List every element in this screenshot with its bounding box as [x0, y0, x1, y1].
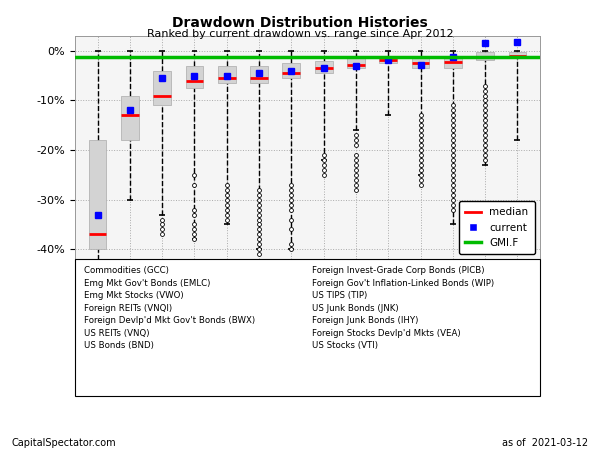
Text: CapitalSpectator.com: CapitalSpectator.com	[12, 437, 116, 447]
Bar	[412, 56, 430, 68]
Bar	[121, 95, 139, 140]
Bar	[283, 63, 300, 78]
Text: Commodities (GCC)
Emg Mkt Gov't Bonds (EMLC)
Emg Mkt Stocks (VWO)
Foreign REITs : Commodities (GCC) Emg Mkt Gov't Bonds (E…	[84, 266, 256, 350]
Bar	[444, 56, 461, 68]
Text: Drawdown Distribution Histories: Drawdown Distribution Histories	[172, 16, 428, 30]
Bar	[476, 52, 494, 60]
Text: as of  2021-03-12: as of 2021-03-12	[502, 437, 588, 447]
Bar	[250, 66, 268, 83]
Bar	[89, 140, 106, 249]
Bar	[315, 61, 332, 73]
Text: Ranked by current drawdown vs. range since Apr 2012: Ranked by current drawdown vs. range sin…	[146, 29, 454, 39]
Bar	[218, 66, 236, 83]
Bar	[509, 52, 526, 58]
Text: Foreign Invest-Grade Corp Bonds (PICB)
Foreign Gov't Inflation-Linked Bonds (WIP: Foreign Invest-Grade Corp Bonds (PICB) F…	[312, 266, 494, 350]
Bar	[185, 66, 203, 88]
Bar	[347, 58, 365, 68]
Bar	[154, 71, 171, 105]
Bar	[379, 56, 397, 63]
Legend: median, current, GMI.F: median, current, GMI.F	[459, 201, 535, 254]
